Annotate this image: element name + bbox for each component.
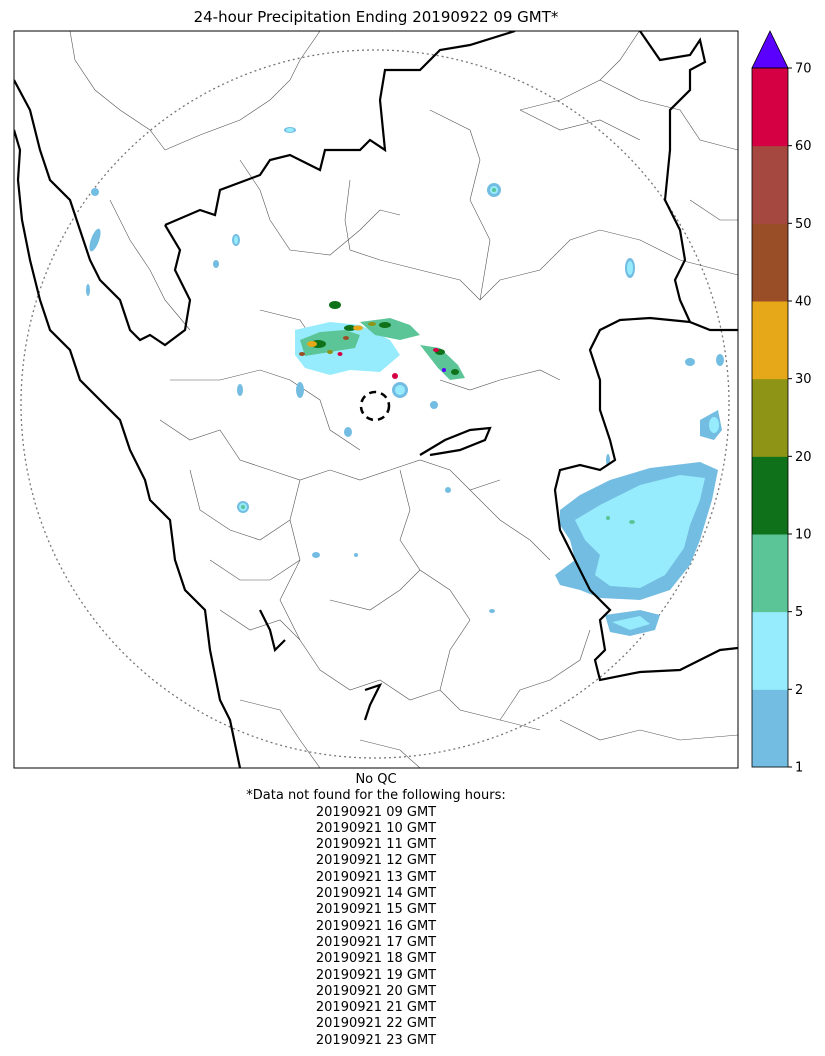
missing-hour-item: 20190921 19 GMT: [315, 967, 437, 983]
colorbar-segment: [752, 68, 788, 147]
colorbar-tick-label: 5: [795, 605, 803, 620]
colorbar-segment: [752, 145, 788, 224]
missing-hours-list: 20190921 09 GMT 20190921 10 GMT 20190921 1…: [14, 805, 738, 1049]
precip-20-70: [299, 322, 446, 379]
colorbar-tick-label: 1: [795, 761, 803, 776]
colorbar-segment: [752, 689, 788, 768]
colorbar-tick-label: 2: [795, 683, 803, 698]
colorbar-tick-label: 40: [795, 295, 812, 310]
colorbar-tick-label: 20: [795, 450, 812, 465]
radar-site-marker: [359, 390, 391, 422]
missing-hour-item: 20190921 20 GMT: [315, 983, 437, 999]
colorbar-tick-label: 60: [795, 139, 812, 154]
missing-hour-item: 20190921 11 GMT: [315, 837, 437, 853]
colorbar-segment: [752, 611, 788, 690]
missing-hour-item: 20190921 17 GMT: [315, 934, 437, 950]
radar-range-ring: [20, 49, 730, 759]
missing-hours-header: *Data not found for the following hours:: [246, 788, 506, 804]
colorbar-segment: [752, 534, 788, 613]
missing-hour-item: 20190921 10 GMT: [315, 820, 437, 836]
notes-block: No QC *Data not found for the following …: [14, 772, 738, 1049]
colorbar-segment: [752, 456, 788, 535]
missing-hour-item: 20190921 18 GMT: [315, 951, 437, 967]
colorbar-frame: [751, 67, 789, 768]
colorbar: 1 2 5 10 20 30 40 50 60 70: [751, 30, 812, 776]
district-boundaries: [69, 31, 738, 768]
colorbar-tick-label: 50: [795, 217, 812, 232]
colorbar-tick-label: 10: [795, 528, 812, 543]
colorbar-segment: [752, 301, 788, 380]
missing-hour-item: 20190921 23 GMT: [315, 1032, 437, 1048]
missing-hour-item: 20190921 15 GMT: [315, 902, 437, 918]
colorbar-extend-arrow: [751, 30, 789, 69]
state-boundaries: [14, 31, 738, 768]
missing-hour-item: 20190921 12 GMT: [315, 853, 437, 869]
missing-hour-item: 20190921 13 GMT: [315, 869, 437, 885]
missing-hour-item: 20190921 22 GMT: [315, 1016, 437, 1032]
missing-hour-item: 20190921 21 GMT: [315, 1000, 437, 1016]
missing-hour-item: 20190921 14 GMT: [315, 886, 437, 902]
map-frame: [13, 30, 739, 769]
colorbar-tick-label: 70: [795, 62, 812, 77]
qc-note: No QC: [355, 772, 397, 787]
map-title: 24-hour Precipitation Ending 20190922 09…: [193, 8, 559, 26]
missing-hour-item: 20190921 09 GMT: [315, 804, 437, 820]
colorbar-segment: [752, 378, 788, 457]
colorbar-tick-label: 30: [795, 372, 812, 387]
missing-hour-item: 20190921 16 GMT: [315, 918, 437, 934]
colorbar-segment: [752, 223, 788, 302]
